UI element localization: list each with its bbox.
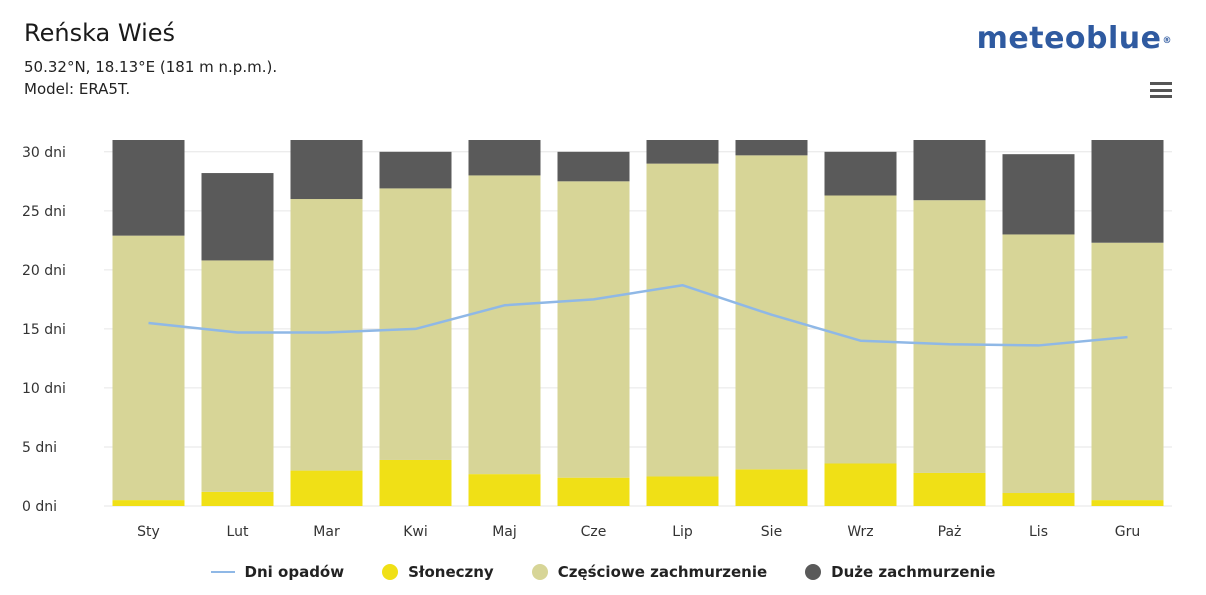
bar-segment-partly-cloudy (557, 181, 630, 478)
bar-segment-partly-cloudy (1002, 234, 1075, 494)
x-tick-label: Sie (761, 524, 782, 540)
bar-segment-sunny (1091, 500, 1164, 506)
y-tick-label: 25 dni (22, 204, 66, 220)
bar-segment-overcast (290, 140, 363, 200)
bar-segment-overcast (112, 140, 185, 236)
bar-segment-sunny (468, 474, 541, 506)
legend-label: Dni opadów (244, 563, 345, 581)
bar-segment-sunny (112, 500, 185, 506)
y-tick-label: 15 dni (22, 322, 66, 338)
bar-segment-partly-cloudy (468, 175, 541, 475)
bar-segment-sunny (1002, 493, 1075, 506)
page-title: Reńska Wieś (24, 19, 176, 47)
location-coordinates: 50.32°N, 18.13°E (181 m n.p.m.). (24, 58, 278, 76)
bar-segment-sunny (379, 459, 452, 506)
legend-dot-swatch (531, 564, 548, 580)
legend-item-duze-zachmurzenie[interactable]: Duże zachmurzenie (805, 563, 995, 581)
x-tick-label: Cze (581, 524, 607, 540)
bar-segment-partly-cloudy (913, 200, 986, 473)
bar-segment-partly-cloudy (379, 188, 452, 460)
bar-segment-overcast (379, 151, 452, 189)
precipitation-days-line (148, 283, 1128, 347)
legend-label: Duże zachmurzenie (831, 563, 996, 581)
y-tick-label: 10 dni (22, 381, 66, 397)
logo-text: meteoblue (976, 21, 1162, 56)
bar-segment-overcast (201, 173, 274, 261)
bar-segment-partly-cloudy (824, 195, 897, 464)
bar-segment-partly-cloudy (646, 163, 719, 477)
x-tick-label: Lut (227, 524, 249, 540)
legend-dot-swatch (382, 564, 399, 580)
registered-mark: ® (1162, 36, 1172, 46)
x-tick-label: Sty (137, 524, 160, 540)
menu-bar (1150, 82, 1172, 85)
legend-line-swatch (210, 571, 235, 573)
x-tick-label: Kwi (403, 524, 428, 540)
bar-segment-sunny (290, 470, 363, 506)
bar-segment-partly-cloudy (112, 235, 185, 501)
legend-label: Częściowe zachmurzenie (557, 563, 768, 581)
y-tick-label: 20 dni (22, 263, 66, 279)
legend-dot-swatch (805, 564, 822, 580)
bar-segment-sunny (735, 469, 808, 506)
bar-segment-overcast (1002, 154, 1075, 235)
legend-item-czesciowe-zachmurzenie[interactable]: Częściowe zachmurzenie (531, 563, 768, 581)
legend-item-dni-opadow[interactable]: Dni opadów (210, 563, 345, 581)
menu-bar (1150, 95, 1172, 98)
y-tick-label: 30 dni (22, 145, 66, 161)
bar-segment-partly-cloudy (201, 260, 274, 492)
legend-item-sloneczny[interactable]: Słoneczny (382, 563, 494, 581)
bar-segment-partly-cloudy (735, 155, 808, 470)
x-tick-label: Gru (1115, 524, 1140, 540)
x-tick-label: Wrz (847, 524, 873, 540)
y-tick-label: 5 dni (22, 440, 57, 456)
bar-segment-overcast (468, 140, 541, 176)
x-tick-label: Mar (313, 524, 340, 540)
bar-segment-sunny (646, 476, 719, 506)
menu-bar (1150, 88, 1172, 92)
y-tick-label: 0 dni (22, 499, 57, 515)
bar-segment-overcast (1091, 140, 1164, 243)
bar-segment-sunny (201, 491, 274, 506)
hamburger-menu-icon[interactable] (1150, 82, 1172, 98)
bar-segment-sunny (557, 477, 630, 506)
legend-label: Słoneczny (408, 563, 494, 581)
bar-segment-partly-cloudy (290, 199, 363, 471)
bar-segment-sunny (824, 463, 897, 506)
stacked-bar-chart: 0 dni 5 dni 10 dni 15 dni 20 dni 25 dni 30 dni… (22, 140, 1172, 540)
bar-segment-sunny (913, 472, 986, 506)
bar-segment-partly-cloudy (1091, 242, 1164, 501)
x-tick-label: Lis (1029, 524, 1048, 540)
bar-segment-overcast (913, 140, 986, 201)
bar-segment-overcast (646, 140, 719, 164)
bar-segment-overcast (824, 151, 897, 196)
chart-legend: Dni opadów Słoneczny Częściowe zachmurze… (0, 563, 1206, 581)
model-label: Model: ERA5T. (24, 80, 131, 98)
bar-segment-overcast (557, 151, 630, 182)
meteoblue-logo[interactable]: meteoblue® (977, 22, 1172, 56)
x-tick-label: Lip (672, 524, 693, 540)
bar-segment-overcast (735, 140, 808, 156)
x-tick-label: Maj (492, 524, 517, 540)
x-tick-label: Paż (938, 524, 962, 540)
